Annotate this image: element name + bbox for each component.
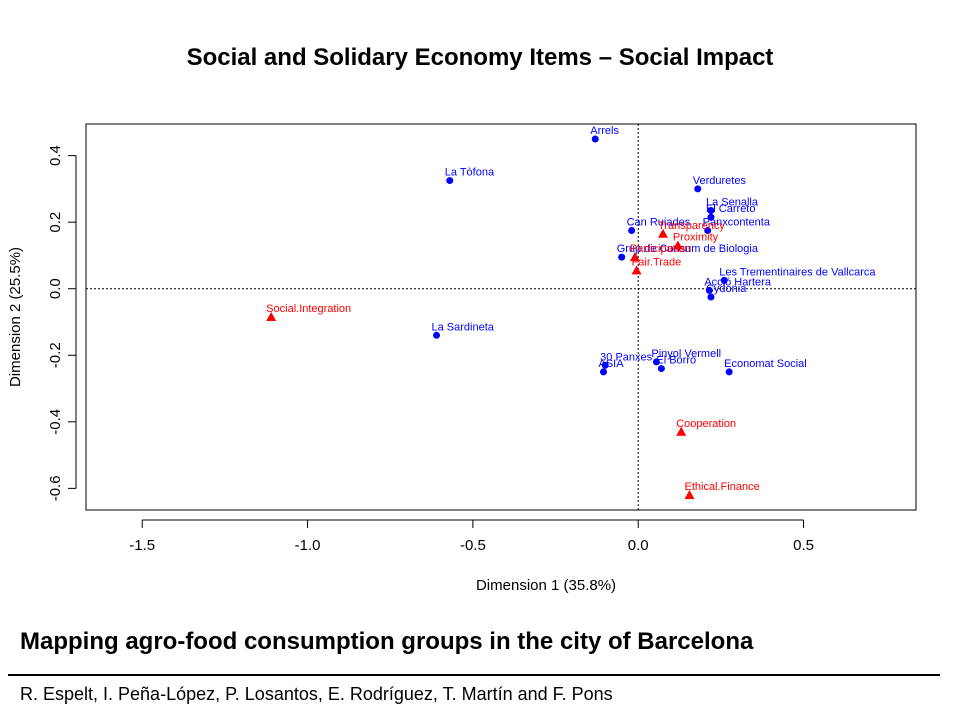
item-point	[672, 240, 683, 250]
group-point	[600, 368, 608, 376]
group-label: Verduretes	[693, 175, 747, 187]
group-label: Panxcontenta	[703, 216, 771, 228]
group-label: Pinyol Vermell	[651, 348, 721, 360]
divider-line	[8, 674, 940, 676]
group-point	[707, 213, 715, 221]
slide-subtitle: Mapping agro-food consumption groups in …	[20, 628, 754, 655]
group-point	[618, 253, 626, 261]
group-label: La Tòfona	[445, 167, 495, 179]
group-point	[720, 276, 728, 284]
group-point	[591, 135, 599, 143]
group-point	[601, 361, 609, 369]
x-axis-title: Dimension 1 (35.8%)	[476, 577, 616, 594]
y-tick-label: -0.4	[47, 409, 64, 435]
group-label: Arrels	[590, 125, 619, 137]
y-tick-label: -0.2	[47, 342, 64, 368]
item-point	[658, 228, 669, 238]
item-label: Fair.Trade	[632, 256, 682, 268]
y-axis-title: Dimension 2 (25.5%)	[7, 247, 24, 387]
y-tick-label: 0.4	[47, 145, 64, 166]
group-point	[694, 185, 702, 193]
group-label: ASIA	[599, 358, 625, 370]
group-label: Les Trementinaires de Vallcarca	[719, 266, 876, 278]
y-tick-label: 0.2	[47, 212, 64, 233]
item-point	[676, 426, 687, 436]
group-point	[707, 293, 715, 301]
x-tick-label: 0.5	[793, 537, 814, 554]
item-point	[631, 265, 642, 275]
group-point	[704, 226, 712, 234]
x-tick-label: -1.5	[129, 537, 155, 554]
item-label: Participation	[630, 243, 691, 255]
group-label: El Borro	[656, 355, 696, 367]
group-point	[705, 286, 713, 294]
group-label: Acció Hartera	[704, 276, 772, 288]
group-point	[652, 358, 660, 366]
x-tick-label: 0.0	[628, 537, 649, 554]
item-label: Ethical.Finance	[684, 481, 759, 493]
group-label: Grup de Consum de Biologia	[617, 243, 759, 255]
item-point	[684, 490, 695, 500]
item-label: Social.Integration	[266, 303, 351, 315]
x-tick-label: -0.5	[460, 537, 486, 554]
item-label: Cooperation	[676, 418, 736, 430]
group-label: Economat Social	[724, 358, 807, 370]
group-label: La Senalla	[706, 197, 759, 209]
group-point	[657, 365, 665, 373]
axes-layer: -1.5 -1.0 -0.5 0.0 0.5 -0.6 -0.4 -0.2 0.0 0.2 0.4 D…	[7, 123, 917, 594]
scatter-plot: -1.5 -1.0 -0.5 0.0 0.5 -0.6 -0.4 -0.2 0.0 0.2 0.4 D…	[7, 123, 917, 594]
group-label: La Sardineta	[432, 321, 495, 333]
slide-title: Social and Solidary Economy Items – Soci…	[186, 44, 774, 71]
group-point	[628, 226, 636, 234]
group-label: El Carreto	[706, 203, 756, 215]
group-point	[725, 368, 733, 376]
group-label: Cydonia	[706, 283, 747, 295]
item-point	[629, 252, 640, 262]
item-label: Proximity	[673, 231, 719, 243]
y-tick-label: 0.0	[47, 278, 64, 299]
item-label: Transparency	[658, 220, 725, 232]
item-point	[266, 312, 277, 321]
group-label: Can Ruiades	[627, 216, 691, 228]
x-tick-label: -1.0	[295, 537, 321, 554]
group-point	[433, 331, 441, 339]
group-label: 30 Panxes	[600, 351, 652, 363]
y-tick-label: -0.6	[47, 475, 64, 501]
plot-frame	[85, 123, 917, 511]
group-point	[446, 177, 454, 185]
group-point	[707, 207, 715, 215]
authors-line: R. Espelt, I. Peña-López, P. Losantos, E…	[20, 684, 613, 704]
